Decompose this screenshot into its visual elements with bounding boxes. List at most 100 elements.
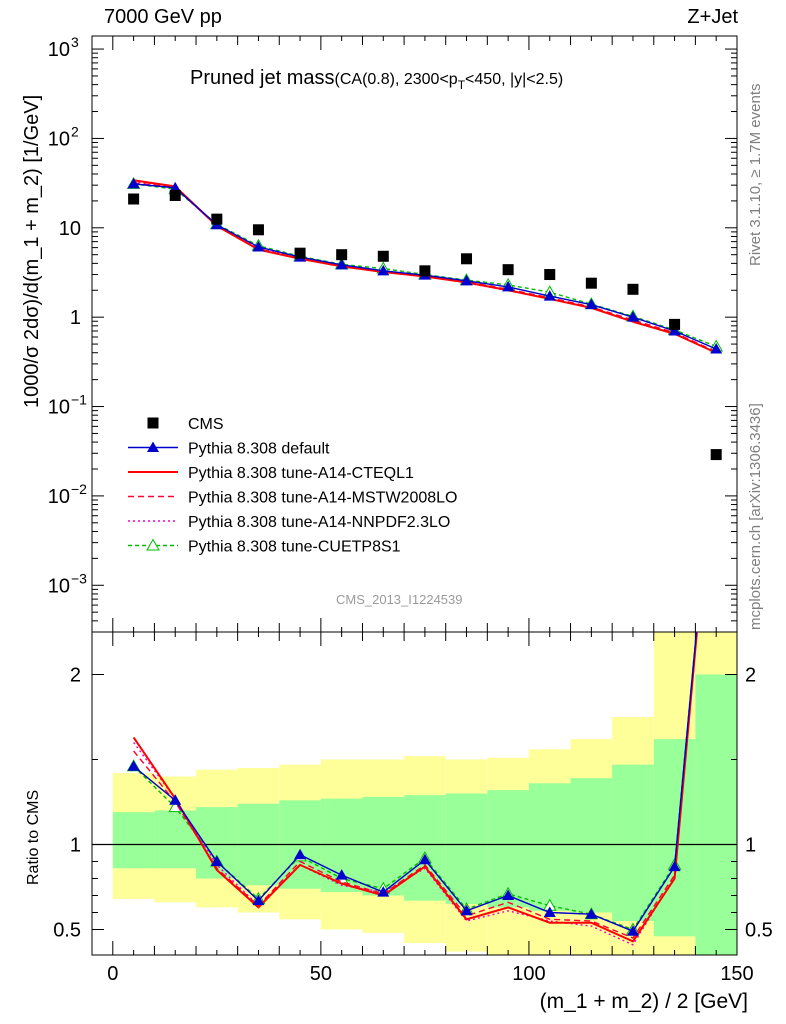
ratio-y-tick-label-left: 2	[70, 665, 81, 687]
ratio-point-pythia-8-308-default	[252, 894, 265, 906]
ratio-point-pythia-8-308-default	[169, 794, 182, 805]
legend-label-pythia-8-308-tune-a14-mstw2008lo: Pythia 8.308 tune-A14-MSTW2008LO	[188, 490, 457, 507]
analysis-id-label: CMS_2013_I1224539	[336, 592, 463, 607]
ratio-point-pythia-8-308-default	[668, 860, 681, 872]
main-point-cms	[502, 264, 514, 276]
legend-label-cms: CMS	[188, 416, 224, 433]
green-band-bin-10	[528, 783, 571, 911]
ratio-series-line-pythia-8-308-tune-a14-mstw2008lo	[133, 632, 698, 939]
main-point-cms	[377, 250, 389, 262]
green-band-bin-12	[612, 764, 654, 921]
ratio-y-tick-label-left: 1	[70, 835, 81, 857]
main-point-pythia-8-308-default	[377, 264, 390, 276]
main-point-pythia-8-308-default	[252, 240, 265, 252]
legend-marker-pythia-8-308-tune-cuetp8s1	[146, 538, 160, 551]
main-point-pythia-8-308-default	[335, 258, 348, 270]
x-tick-label: 0	[107, 963, 118, 985]
rivet-version-label: Rivet 3.1.10, ≥ 1.7M events	[747, 83, 764, 267]
legend-marker-pythia-8-308-default	[147, 441, 159, 452]
main-point-pythia-8-308-default	[668, 325, 681, 336]
ratio-point-pythia-8-308-default	[127, 760, 140, 771]
ratio-point-pythia-8-308-default	[335, 869, 348, 880]
legend-label-pythia-8-308-tune-a14-nnpdf2-3lo: Pythia 8.308 tune-A14-NNPDF2.3LO	[188, 514, 450, 531]
energy-label: 7000 GeV pp	[104, 6, 222, 28]
main-point-cms	[710, 449, 722, 461]
main-point-cms	[627, 283, 639, 295]
ratio-plot-frame	[91, 631, 738, 956]
ratio-y-tick-label-right: 0.5	[745, 920, 773, 942]
main-point-cms	[336, 249, 348, 261]
main-point-cms	[669, 318, 681, 330]
green-band-bin-6	[362, 796, 405, 896]
main-point-pythia-8-308-default	[626, 311, 639, 322]
main-point-pythia-8-308-default	[127, 177, 140, 189]
x-tick-label: 50	[310, 963, 332, 985]
green-band-bin-0	[112, 812, 155, 869]
ratio-point-pythia-8-308-default	[585, 908, 598, 919]
main-point-pythia-8-308-default	[710, 343, 723, 354]
y-tick-label: 10	[48, 128, 70, 150]
main-point-cms	[461, 253, 473, 265]
green-band-bin-14	[695, 674, 737, 955]
main-point-pythia-8-308-default	[460, 274, 473, 286]
y-tick-label: 10	[48, 397, 70, 419]
main-point-cms	[252, 224, 264, 236]
ratio-y-tick-label-right: 1	[745, 835, 756, 857]
main-point-cms	[211, 213, 223, 225]
chart-title-part: Pruned jet mass	[190, 67, 335, 89]
chart-title-part: T	[458, 78, 466, 92]
green-band-bin-1	[154, 810, 197, 869]
y-tick-label: 1	[70, 307, 81, 329]
y-tick-exponent: −2	[71, 481, 87, 497]
x-tick-label: 150	[720, 963, 753, 985]
main-point-cms	[585, 277, 597, 289]
ratio-point-pythia-8-308-default	[626, 925, 639, 936]
x-tick-label: 100	[512, 963, 545, 985]
process-label: Z+Jet	[687, 6, 738, 28]
y-tick-exponent: −3	[71, 570, 87, 586]
ratio-point-pythia-8-308-default	[460, 904, 473, 916]
main-point-cms	[419, 265, 431, 277]
chart-title-part: (CA(0.8), 2300<p	[335, 71, 458, 88]
legend-label-pythia-8-308-tune-cuetp8s1: Pythia 8.308 tune-CUETP8S1	[188, 539, 401, 556]
y-tick-label: 10	[48, 39, 70, 61]
green-band-bin-13	[653, 739, 696, 937]
y-tick-exponent: 3	[71, 34, 79, 50]
ratio-series-line-pythia-8-308-tune-a14-cteql1	[132, 632, 698, 943]
ratio-y-tick-label-right: 2	[745, 665, 756, 687]
ratio-series-line-pythia-8-308-tune-cuetp8s1	[133, 632, 698, 931]
ratio-point-pythia-8-308-default	[294, 848, 307, 860]
ratio-point-pythia-8-308-default	[377, 886, 390, 897]
main-point-cms	[294, 247, 306, 259]
main-point-pythia-8-308-default	[169, 181, 182, 193]
main-point-pythia-8-308-default	[502, 280, 515, 292]
main-point-cms	[169, 189, 181, 201]
y-tick-label: 10	[48, 575, 70, 597]
green-band-bin-8	[445, 793, 488, 904]
main-point-pythia-8-308-default	[543, 290, 556, 301]
main-point-pythia-8-308-default	[585, 298, 598, 310]
green-band-bin-11	[570, 778, 613, 913]
green-band-bin-2	[196, 807, 238, 879]
x-axis-label: (m_1 + m_2) / 2 [GeV]	[540, 990, 748, 1013]
chart-title: Pruned jet mass(CA(0.8), 2300<pT<450, |y…	[190, 67, 563, 92]
ratio-point-pythia-8-308-default	[502, 889, 515, 900]
legend-marker-cms	[147, 417, 159, 429]
main-point-cms	[544, 269, 556, 281]
y-tick-label: 10	[59, 218, 81, 240]
ratio-point-pythia-8-308-default	[210, 855, 223, 866]
mcplots-credit-label: mcplots.cern.ch [arXiv:1306.3436]	[747, 403, 764, 630]
ratio-y-axis-label: Ratio to CMS	[25, 790, 42, 885]
ratio-point-pythia-8-308-default	[543, 906, 556, 917]
ratio-series-line-pythia-8-308-tune-a14-nnpdf2-3lo	[133, 632, 698, 946]
chart-title-part: <450, |y|<2.5)	[465, 71, 563, 88]
y-tick-label: 10	[48, 486, 70, 508]
legend-label-pythia-8-308-tune-a14-cteql1: Pythia 8.308 tune-A14-CTEQL1	[188, 465, 414, 482]
ratio-y-tick-label-left: 0.5	[53, 920, 81, 942]
legend-label-pythia-8-308-default: Pythia 8.308 default	[188, 441, 330, 458]
main-y-axis-label: 1000/σ 2dσ)/d(m_1 + m_2) [1/GeV]	[21, 95, 43, 408]
main-series-line-pythia-8-308-tune-cuetp8s1	[133, 183, 717, 348]
ratio-point-pythia-8-308-default	[418, 853, 431, 865]
y-tick-exponent: 2	[71, 123, 79, 139]
